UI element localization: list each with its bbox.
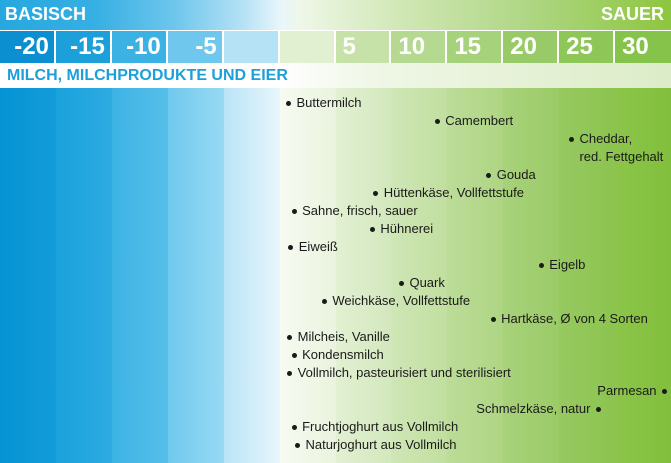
data-point-marker [373, 190, 379, 196]
x-axis-band-cell [167, 31, 224, 63]
data-point-marker [538, 262, 544, 268]
data-point-marker [321, 298, 327, 304]
data-point-label: Gouda [496, 167, 536, 182]
plot-band-column [391, 88, 448, 463]
chart-title: MILCH, MILCHPRODUKTE UND EIER [0, 63, 671, 88]
x-tick-label: 10 [398, 33, 426, 60]
x-axis-band-cell [55, 31, 112, 63]
data-point-label: Kondensmilch [302, 347, 384, 362]
x-axis-band-cell [391, 31, 448, 63]
data-point-label: Hüttenkäse, Vollfettstufe [383, 185, 524, 200]
data-point-marker [369, 226, 375, 232]
data-point-marker [595, 406, 601, 412]
x-tick-label: -15 [70, 33, 105, 60]
data-point-label: Eigelb [549, 257, 586, 272]
plot-band-column [503, 88, 560, 463]
x-tick-label: -20 [14, 33, 49, 60]
x-tick-label: 25 [566, 33, 593, 60]
x-axis-band-cell [559, 31, 616, 63]
x-axis-tick-labels: -20 -15 -10 -5 5 10 15 20 25 30 [0, 31, 671, 63]
data-point-marker [287, 334, 293, 340]
data-point-label: Quark [409, 275, 445, 290]
data-point-marker [291, 424, 297, 430]
data-point-marker [291, 208, 297, 214]
data-point-label: Weichkäse, Vollfettstufe [332, 293, 471, 308]
plot-band-column [615, 88, 671, 463]
x-axis-band-cell [447, 31, 504, 63]
plot-band-column [0, 88, 56, 463]
data-point-marker [398, 280, 404, 286]
data-point-label: Camembert [445, 113, 514, 128]
data-point-label: Hartkäse, Ø von 4 Sorten [501, 311, 648, 326]
x-tick-label: 30 [622, 33, 649, 60]
data-point-marker [287, 370, 293, 376]
data-point-label: Cheddar, red. Fettgehalt [579, 131, 664, 164]
data-point-label: Parmesan [597, 383, 657, 398]
x-axis-band-cell [0, 31, 56, 63]
data-points: Buttermilch Camembert Cheddar, red. Fettge… [0, 88, 671, 463]
data-point-marker [490, 316, 496, 322]
data-point-marker [291, 352, 297, 358]
data-point-label: Milcheis, Vanille [297, 329, 390, 344]
data-point-label: Naturjoghurt aus Vollmilch [305, 437, 457, 452]
plot-band-column [55, 88, 112, 463]
plot-band-column [335, 88, 392, 463]
acid-scale-label: SAUER [600, 4, 664, 24]
plot-band-column [111, 88, 168, 463]
data-point-marker [294, 442, 300, 448]
scale-direction-band: BASISCH SAUER [0, 0, 671, 30]
x-tick-label: -5 [195, 33, 217, 60]
data-point-marker [288, 244, 294, 250]
x-tick-label: -10 [126, 33, 161, 60]
plot-band-column [167, 88, 224, 463]
x-tick-label: 15 [454, 33, 482, 60]
x-axis-band-cell [615, 31, 671, 63]
data-point-label: Fruchtjoghurt aus Vollmilch [302, 419, 459, 434]
data-point-marker [661, 388, 667, 394]
plot-band-column [223, 88, 280, 463]
plot-area [0, 88, 671, 463]
plot-band-column [279, 88, 336, 463]
data-point-marker [434, 118, 440, 124]
basic-scale-label: BASISCH [5, 4, 87, 24]
x-axis-band-cell [503, 31, 560, 63]
x-tick-label: 5 [342, 33, 356, 60]
x-axis-band-cell [111, 31, 168, 63]
x-axis-band [0, 31, 671, 63]
data-point-marker [568, 136, 574, 142]
x-tick-label: 20 [510, 33, 537, 60]
data-point-label: Schmelzkäse, natur [476, 401, 591, 416]
data-point-marker [486, 172, 492, 178]
data-point-label: Vollmilch, pasteurisiert und sterilisier… [297, 365, 511, 380]
x-axis-band-cell [223, 31, 280, 63]
data-point-label: Sahne, frisch, sauer [302, 203, 418, 218]
x-axis-band-cell [279, 31, 336, 63]
data-point-label: Eiweiß [298, 239, 338, 254]
plot-band-column [559, 88, 616, 463]
x-axis-band-cell [335, 31, 392, 63]
data-point-marker [286, 100, 292, 106]
data-point-label: Buttermilch [296, 95, 362, 110]
plot-band-column [447, 88, 504, 463]
data-point-label: Hühnerei [380, 221, 434, 236]
